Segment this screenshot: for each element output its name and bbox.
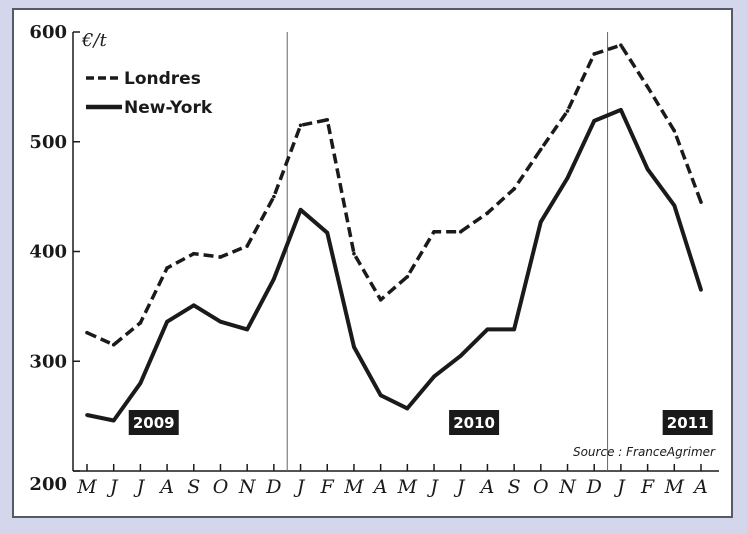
- data-point: [565, 176, 570, 180]
- legend: Londres New-York: [86, 69, 213, 118]
- year-tag-box: [128, 410, 179, 435]
- y-axis-ticks: 200 300 400 500 600: [29, 22, 80, 495]
- data-point: [645, 167, 650, 171]
- y-tick-label: 400: [29, 242, 67, 263]
- x-tick-label: M: [397, 476, 418, 498]
- y-axis-unit-label: €/t: [81, 30, 108, 51]
- data-point: [111, 418, 116, 423]
- data-point: [485, 211, 490, 215]
- x-tick-label: J: [426, 476, 439, 498]
- data-point: [405, 274, 410, 279]
- data-point: [245, 244, 249, 248]
- data-point: [272, 277, 276, 281]
- x-tick-label: J: [106, 476, 119, 498]
- data-point: [485, 327, 490, 332]
- legend-label: Londres: [124, 69, 201, 89]
- x-tick-label: A: [692, 476, 708, 498]
- y-tick-label: 200: [29, 474, 67, 495]
- x-tick-label: O: [213, 476, 229, 498]
- x-tick-label: A: [479, 476, 495, 498]
- data-point: [352, 345, 356, 349]
- data-point: [432, 374, 436, 379]
- data-point: [325, 231, 330, 235]
- x-tick-label: S: [187, 476, 200, 498]
- data-point: [645, 85, 650, 89]
- series-layer: [85, 43, 703, 423]
- data-point: [672, 128, 677, 133]
- x-tick-label: N: [558, 476, 577, 498]
- x-tick-label: J: [293, 476, 306, 498]
- data-point: [672, 203, 677, 208]
- data-point: [539, 147, 543, 152]
- data-point: [298, 207, 303, 212]
- x-tick-label: M: [76, 476, 97, 498]
- source-label: Source : FranceAgrimer: [573, 445, 716, 459]
- x-tick-label: J: [613, 476, 626, 498]
- x-tick-label: J: [453, 476, 466, 498]
- data-point: [699, 200, 703, 204]
- data-point: [699, 288, 703, 292]
- y-tick-label: 300: [29, 351, 67, 372]
- data-point: [592, 52, 597, 56]
- x-tick-label: O: [533, 476, 549, 498]
- series-line-new-york: [86, 107, 703, 423]
- data-point: [565, 109, 570, 113]
- data-point: [298, 123, 303, 128]
- y-tick-label: 600: [29, 22, 67, 43]
- data-point: [619, 108, 623, 112]
- x-tick-label: A: [158, 476, 174, 498]
- data-point: [111, 342, 116, 347]
- data-point: [218, 255, 223, 259]
- data-point: [325, 118, 330, 122]
- data-point: [138, 381, 143, 386]
- data-point: [85, 330, 89, 335]
- year-tag-label: 2011: [667, 414, 709, 432]
- x-tick-label: F: [320, 476, 335, 498]
- year-dividers: [286, 32, 609, 471]
- data-point: [539, 220, 543, 224]
- data-point: [592, 119, 597, 123]
- data-point: [165, 266, 169, 270]
- data-point: [218, 319, 223, 324]
- x-tick-label: M: [664, 476, 685, 498]
- x-tick-label: F: [640, 476, 655, 498]
- data-point: [405, 406, 410, 411]
- data-point: [165, 319, 169, 324]
- data-point: [191, 303, 196, 308]
- data-point: [619, 43, 623, 47]
- y-tick-label: 500: [29, 132, 67, 153]
- year-tag-label: 2009: [133, 414, 175, 432]
- x-tick-label: M: [343, 476, 364, 498]
- data-point: [85, 413, 89, 417]
- data-point: [245, 327, 249, 332]
- data-point: [458, 229, 463, 234]
- x-tick-label: S: [508, 476, 521, 498]
- data-point: [512, 327, 516, 332]
- x-tick-label: N: [238, 476, 257, 498]
- legend-label: New-York: [124, 98, 213, 118]
- x-tick-label: J: [133, 476, 146, 498]
- x-tick-label: A: [372, 476, 388, 498]
- x-tick-label: D: [586, 476, 602, 498]
- year-tag-box: [449, 410, 500, 435]
- data-point: [432, 229, 436, 234]
- data-point: [378, 393, 383, 398]
- data-point: [272, 194, 276, 199]
- data-point: [378, 297, 383, 302]
- year-tag-label: 2010: [453, 414, 495, 432]
- x-tick-label: D: [265, 476, 281, 498]
- data-point: [352, 251, 356, 256]
- series-line-londres: [86, 43, 703, 347]
- data-point: [191, 251, 196, 256]
- data-point: [512, 187, 516, 191]
- data-point: [458, 353, 463, 358]
- year-tag-box: [662, 410, 713, 435]
- data-point: [138, 321, 143, 325]
- year-labels: 2009 2010 2011: [128, 410, 713, 435]
